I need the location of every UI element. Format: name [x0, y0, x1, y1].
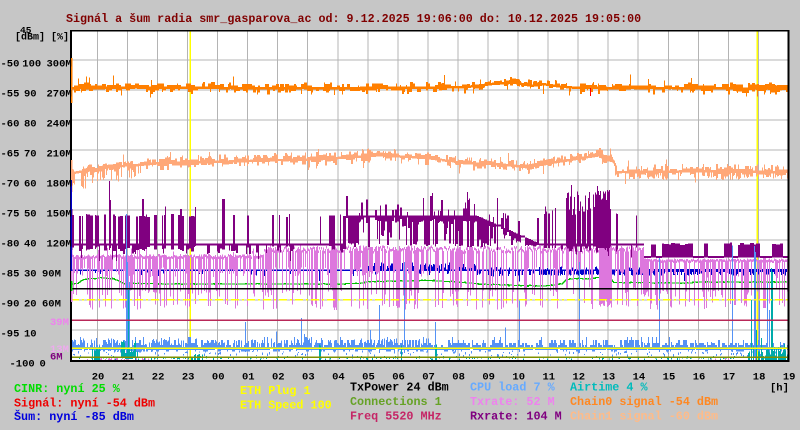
svg-text:[h]: [h] [770, 383, 789, 395]
svg-text:50: 50 [24, 208, 37, 220]
svg-text:Chain0 signal -54 dBm: Chain0 signal -54 dBm [570, 395, 718, 409]
svg-text:20: 20 [24, 298, 37, 310]
svg-text:180M: 180M [47, 178, 72, 190]
svg-text:Freq 5520 MHz: Freq 5520 MHz [350, 410, 442, 424]
svg-text:100: 100 [22, 58, 41, 70]
svg-text:6M: 6M [50, 352, 63, 364]
svg-text:Airtime 4 %: Airtime 4 % [570, 381, 649, 395]
svg-text:Signál a šum radia smr_gasparo: Signál a šum radia smr_gasparova_ac od: … [66, 12, 641, 26]
svg-text:02: 02 [272, 372, 285, 384]
svg-text:-90: -90 [1, 298, 20, 310]
svg-text:23: 23 [182, 372, 195, 384]
svg-text:70: 70 [24, 148, 37, 160]
svg-text:15: 15 [663, 372, 676, 384]
svg-text:0: 0 [40, 358, 46, 370]
svg-text:16: 16 [693, 372, 706, 384]
svg-text:Šum: nyní -85 dBm: Šum: nyní -85 dBm [14, 410, 134, 424]
svg-text:40: 40 [24, 238, 37, 250]
svg-text:120M: 120M [47, 238, 72, 250]
svg-text:150M: 150M [47, 208, 72, 220]
svg-text:-100: -100 [10, 358, 35, 370]
svg-text:21: 21 [122, 372, 135, 384]
svg-text:13: 13 [603, 372, 616, 384]
svg-text:01: 01 [242, 372, 255, 384]
svg-text:Signál: nyní -54 dBm: Signál: nyní -54 dBm [14, 396, 155, 410]
svg-text:45: 45 [20, 25, 32, 36]
svg-text:270M: 270M [47, 88, 72, 100]
svg-text:20: 20 [92, 372, 105, 384]
svg-text:Rxrate: 104 M: Rxrate: 104 M [470, 410, 562, 424]
svg-text:90M: 90M [42, 268, 61, 280]
svg-text:10: 10 [512, 372, 525, 384]
svg-text:19: 19 [783, 372, 796, 384]
svg-text:80: 80 [24, 118, 37, 130]
svg-text:TxPower 24 dBm: TxPower 24 dBm [350, 381, 449, 395]
svg-text:-60: -60 [1, 118, 20, 130]
svg-text:13M: 13M [50, 344, 69, 356]
svg-text:11: 11 [542, 372, 555, 384]
svg-text:-80: -80 [1, 238, 20, 250]
svg-text:ETH Plug 1: ETH Plug 1 [240, 384, 311, 398]
svg-text:60: 60 [24, 178, 37, 190]
svg-text:06: 06 [392, 372, 405, 384]
svg-text:08: 08 [452, 372, 465, 384]
svg-text:Connections 1: Connections 1 [350, 395, 442, 409]
svg-text:ETH Speed 100: ETH Speed 100 [240, 399, 332, 413]
svg-text:CPU load 7 %: CPU load 7 % [470, 381, 556, 395]
svg-text:00: 00 [212, 372, 225, 384]
svg-text:17: 17 [723, 372, 736, 384]
svg-text:30: 30 [24, 268, 37, 280]
svg-text:04: 04 [332, 372, 345, 384]
svg-text:12: 12 [572, 372, 585, 384]
svg-text:18: 18 [753, 372, 766, 384]
svg-text:03: 03 [302, 372, 315, 384]
svg-text:-50: -50 [1, 58, 20, 70]
svg-text:07: 07 [422, 372, 435, 384]
svg-text:[dBm] [%]: [dBm] [%] [15, 31, 69, 43]
svg-text:CINR: nyní 25 %: CINR: nyní 25 % [14, 382, 121, 396]
svg-text:-65: -65 [1, 148, 20, 160]
svg-text:39M: 39M [50, 317, 69, 329]
svg-text:Chain1 signal -60 dBm: Chain1 signal -60 dBm [570, 410, 718, 424]
svg-text:-55: -55 [1, 88, 20, 100]
svg-text:10: 10 [24, 328, 37, 340]
svg-text:-70: -70 [1, 178, 20, 190]
svg-text:-95: -95 [1, 328, 20, 340]
svg-text:14: 14 [633, 372, 646, 384]
svg-text:22: 22 [152, 372, 165, 384]
svg-text:90: 90 [24, 88, 37, 100]
svg-text:Txrate: 52 M: Txrate: 52 M [470, 395, 555, 409]
svg-text:240M: 240M [47, 118, 72, 130]
svg-text:05: 05 [362, 372, 375, 384]
svg-text:-75: -75 [1, 208, 20, 220]
svg-text:60M: 60M [42, 298, 61, 310]
svg-text:-85: -85 [1, 268, 20, 280]
svg-text:09: 09 [482, 372, 495, 384]
svg-text:300M: 300M [47, 58, 72, 70]
svg-text:210M: 210M [47, 148, 72, 160]
